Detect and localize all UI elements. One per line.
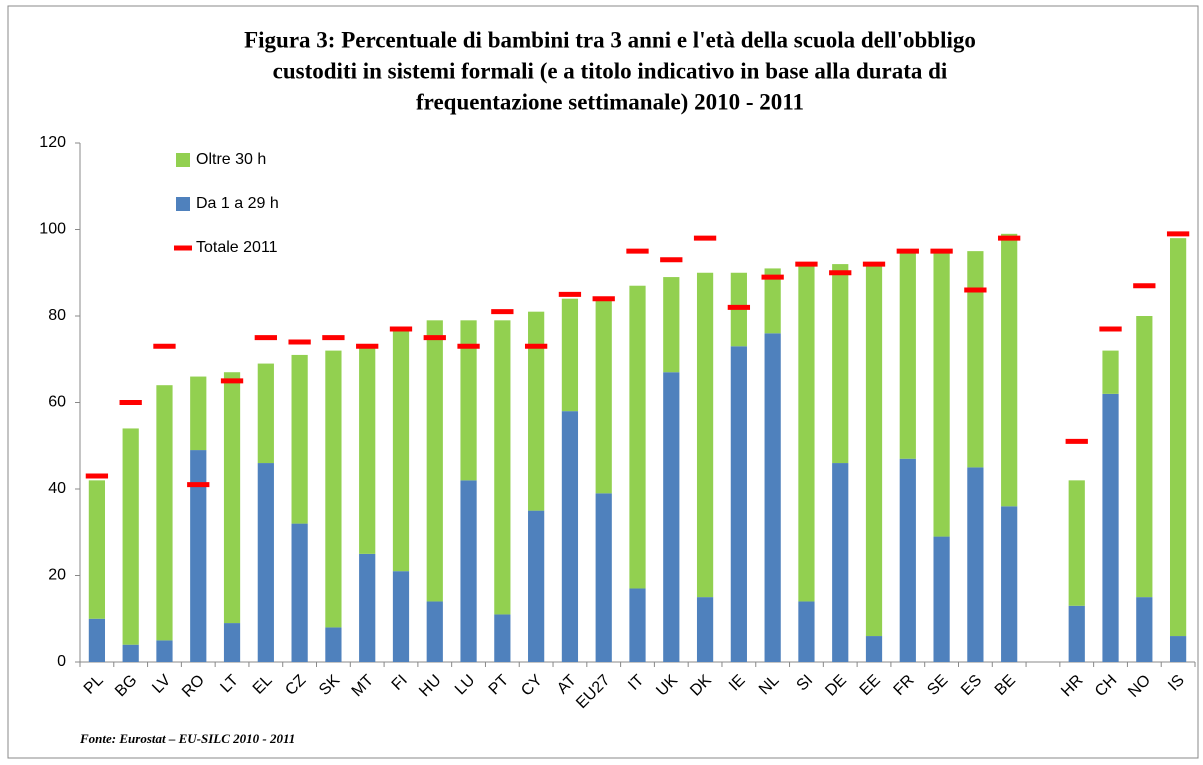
y-tick-label: 80 — [48, 307, 66, 324]
bar-segment — [595, 298, 612, 494]
bar-segment — [88, 618, 106, 662]
source-note: Fonte: Eurostat – EU-SILC 2010 - 2011 — [79, 731, 295, 746]
legend-label: Totale 2011 — [196, 239, 278, 256]
bar-segment — [325, 350, 342, 628]
chart-title: frequentazione settimanale) 2010 - 2011 — [416, 89, 804, 114]
bar-segment — [696, 597, 714, 662]
bar-segment — [798, 264, 815, 602]
bar-segment — [696, 272, 714, 598]
bar-segment — [1001, 506, 1018, 662]
bar-segment — [1068, 480, 1085, 606]
bar-segment — [933, 536, 950, 662]
y-tick-label: 60 — [48, 394, 66, 411]
bar-segment — [1068, 605, 1085, 662]
bar-segment — [899, 458, 916, 662]
bar-segment — [865, 264, 883, 637]
bar-segment — [460, 320, 477, 481]
bar-segment — [156, 385, 173, 641]
bar-segment — [122, 644, 139, 662]
bar-segment — [190, 376, 207, 451]
bar-segment — [392, 328, 410, 572]
y-tick-label: 0 — [57, 653, 66, 670]
bar-segment — [359, 553, 376, 662]
bar-segment — [426, 601, 443, 662]
bar-segment — [595, 493, 612, 662]
bar-segment — [629, 588, 646, 662]
bar-segment — [764, 268, 781, 334]
bar-segment — [1102, 393, 1119, 662]
bar-segment — [392, 571, 410, 662]
bar-segment — [832, 463, 849, 662]
bar-segment — [561, 411, 579, 662]
bar-segment — [663, 277, 680, 373]
bar-segment — [88, 480, 106, 619]
bar-segment — [663, 372, 680, 662]
bar-segment — [865, 636, 883, 662]
y-tick-label: 40 — [48, 480, 66, 497]
bar-segment — [494, 320, 511, 615]
chart-title: Figura 3: Percentuale di bambini tra 3 a… — [244, 27, 976, 52]
bar-segment — [190, 450, 207, 662]
bar-segment — [426, 320, 443, 602]
bar-segment — [291, 523, 308, 662]
bar-segment — [967, 251, 984, 468]
bar-segment — [764, 333, 781, 662]
bar-segment — [494, 614, 511, 662]
bar-segment — [257, 363, 274, 464]
bar-segment — [1102, 350, 1119, 394]
bar-segment — [122, 428, 139, 645]
bar-segment — [291, 354, 308, 524]
legend-swatch — [176, 197, 190, 211]
bar-segment — [257, 463, 274, 662]
bar-segment — [359, 346, 376, 554]
bar-segment — [1136, 597, 1153, 662]
bar-segment — [1001, 233, 1018, 507]
bar-segment — [223, 623, 241, 662]
y-tick-label: 100 — [39, 221, 66, 238]
bar-segment — [561, 298, 579, 412]
bar-segment — [156, 640, 173, 662]
legend-swatch — [176, 153, 190, 167]
bar-segment — [967, 467, 984, 662]
bar-segment — [1136, 316, 1153, 598]
bar-segment — [1169, 636, 1187, 662]
bar-segment — [933, 251, 950, 537]
legend-label: Oltre 30 h — [196, 151, 266, 168]
legend-label: Da 1 a 29 h — [196, 195, 279, 212]
bar-segment — [798, 601, 815, 662]
bar-segment — [528, 311, 545, 511]
bar-segment — [223, 372, 241, 624]
bar-segment — [730, 346, 747, 662]
bar-segment — [1169, 238, 1187, 637]
chart-title: custoditi in sistemi formali (e a titolo… — [273, 58, 948, 83]
y-tick-label: 20 — [48, 567, 66, 584]
bar-segment — [899, 251, 916, 459]
bar-segment — [325, 627, 342, 662]
bar-segment — [460, 480, 477, 662]
bar-segment — [832, 264, 849, 464]
bar-segment — [629, 285, 646, 589]
bar-segment — [528, 510, 545, 662]
y-tick-label: 120 — [39, 134, 66, 151]
